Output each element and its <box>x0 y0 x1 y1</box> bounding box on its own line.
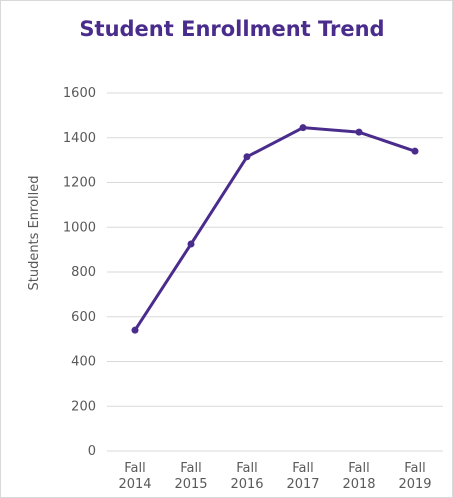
x-tick-label-line: Fall <box>180 461 201 476</box>
data-point <box>411 147 419 155</box>
y-tick-label: 1000 <box>63 220 96 235</box>
x-tick-label: Fall 2017 <box>286 461 319 492</box>
data-point <box>299 124 307 132</box>
y-tick-label: 1200 <box>63 176 96 191</box>
data-point <box>355 128 363 136</box>
y-tick-label: 0 <box>88 444 96 459</box>
x-tick-label-line: Fall <box>236 461 257 476</box>
x-tick-label-line: 2019 <box>398 477 431 492</box>
x-tick-label-line: Fall <box>124 461 145 476</box>
x-tick-label-line: Fall <box>292 461 313 476</box>
x-tick-label-line: 2017 <box>286 477 319 492</box>
y-tick-label: 1600 <box>63 86 96 101</box>
y-axis-ticks: 0 200 400 600 800 1000 1200 1400 1600 <box>63 86 96 459</box>
data-point <box>243 153 251 161</box>
x-tick-label: Fall 2015 <box>174 461 207 492</box>
series-line <box>133 126 417 332</box>
x-tick-label-line: Fall <box>348 461 369 476</box>
y-tick-label: 600 <box>71 310 96 325</box>
x-tick-label: Fall 2018 <box>342 461 375 492</box>
series-enrollment <box>131 124 419 334</box>
gridlines <box>107 92 443 452</box>
chart-title: Student Enrollment Trend <box>79 17 385 41</box>
x-tick-label-line: 2015 <box>174 477 207 492</box>
data-point <box>187 240 195 248</box>
x-tick-label-line: Fall <box>404 461 425 476</box>
x-tick-label: Fall 2016 <box>230 461 263 492</box>
x-tick-label-line: 2018 <box>342 477 375 492</box>
y-tick-label: 400 <box>71 355 96 370</box>
y-tick-label: 800 <box>71 265 96 280</box>
x-tick-label-line: 2014 <box>118 477 151 492</box>
x-tick-label: Fall 2019 <box>398 461 431 492</box>
y-axis-title: Students Enrolled <box>27 175 42 290</box>
x-tick-label: Fall 2014 <box>118 461 151 492</box>
x-tick-label-line: 2016 <box>230 477 263 492</box>
data-point <box>131 326 139 334</box>
y-tick-label: 200 <box>71 399 96 414</box>
y-tick-label: 1400 <box>63 131 96 146</box>
